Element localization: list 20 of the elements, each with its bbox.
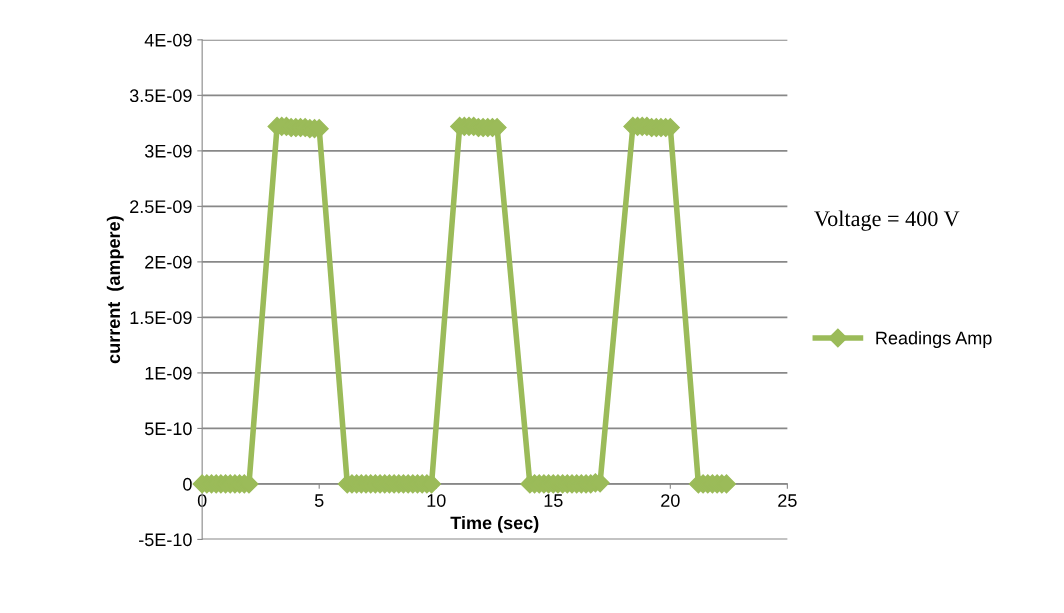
x-tick-label: 20: [661, 494, 680, 507]
y-tick-label: 1.5E-09: [130, 311, 192, 325]
y-tick-label: -5E-10: [139, 533, 192, 547]
legend-label: Readings Amp: [876, 331, 992, 349]
text: Voltage = 400 V: [814, 210, 960, 231]
y-axis-title: current (ampere): [106, 216, 124, 364]
x-tick-label: 5: [314, 494, 324, 507]
y-tick-label: 4E-09: [144, 33, 192, 47]
x-tick-label: 0: [197, 494, 207, 507]
y-tick-label: 2.5E-09: [130, 200, 192, 214]
y-tick-label: 5E-10: [144, 422, 192, 436]
y-tick-label: 0: [183, 477, 192, 491]
y-tick-label: 3.5E-09: [129, 89, 192, 103]
x-tick-label: 15: [544, 494, 563, 507]
y-tick-label: 3E-09: [144, 144, 192, 158]
x-axis-title: Time (sec): [450, 516, 539, 533]
x-tick-label: 10: [427, 494, 446, 507]
x-tick-label: 25: [778, 494, 797, 507]
y-tick-label: 1E-09: [145, 366, 192, 380]
y-tick-label: 2E-09: [145, 255, 192, 269]
